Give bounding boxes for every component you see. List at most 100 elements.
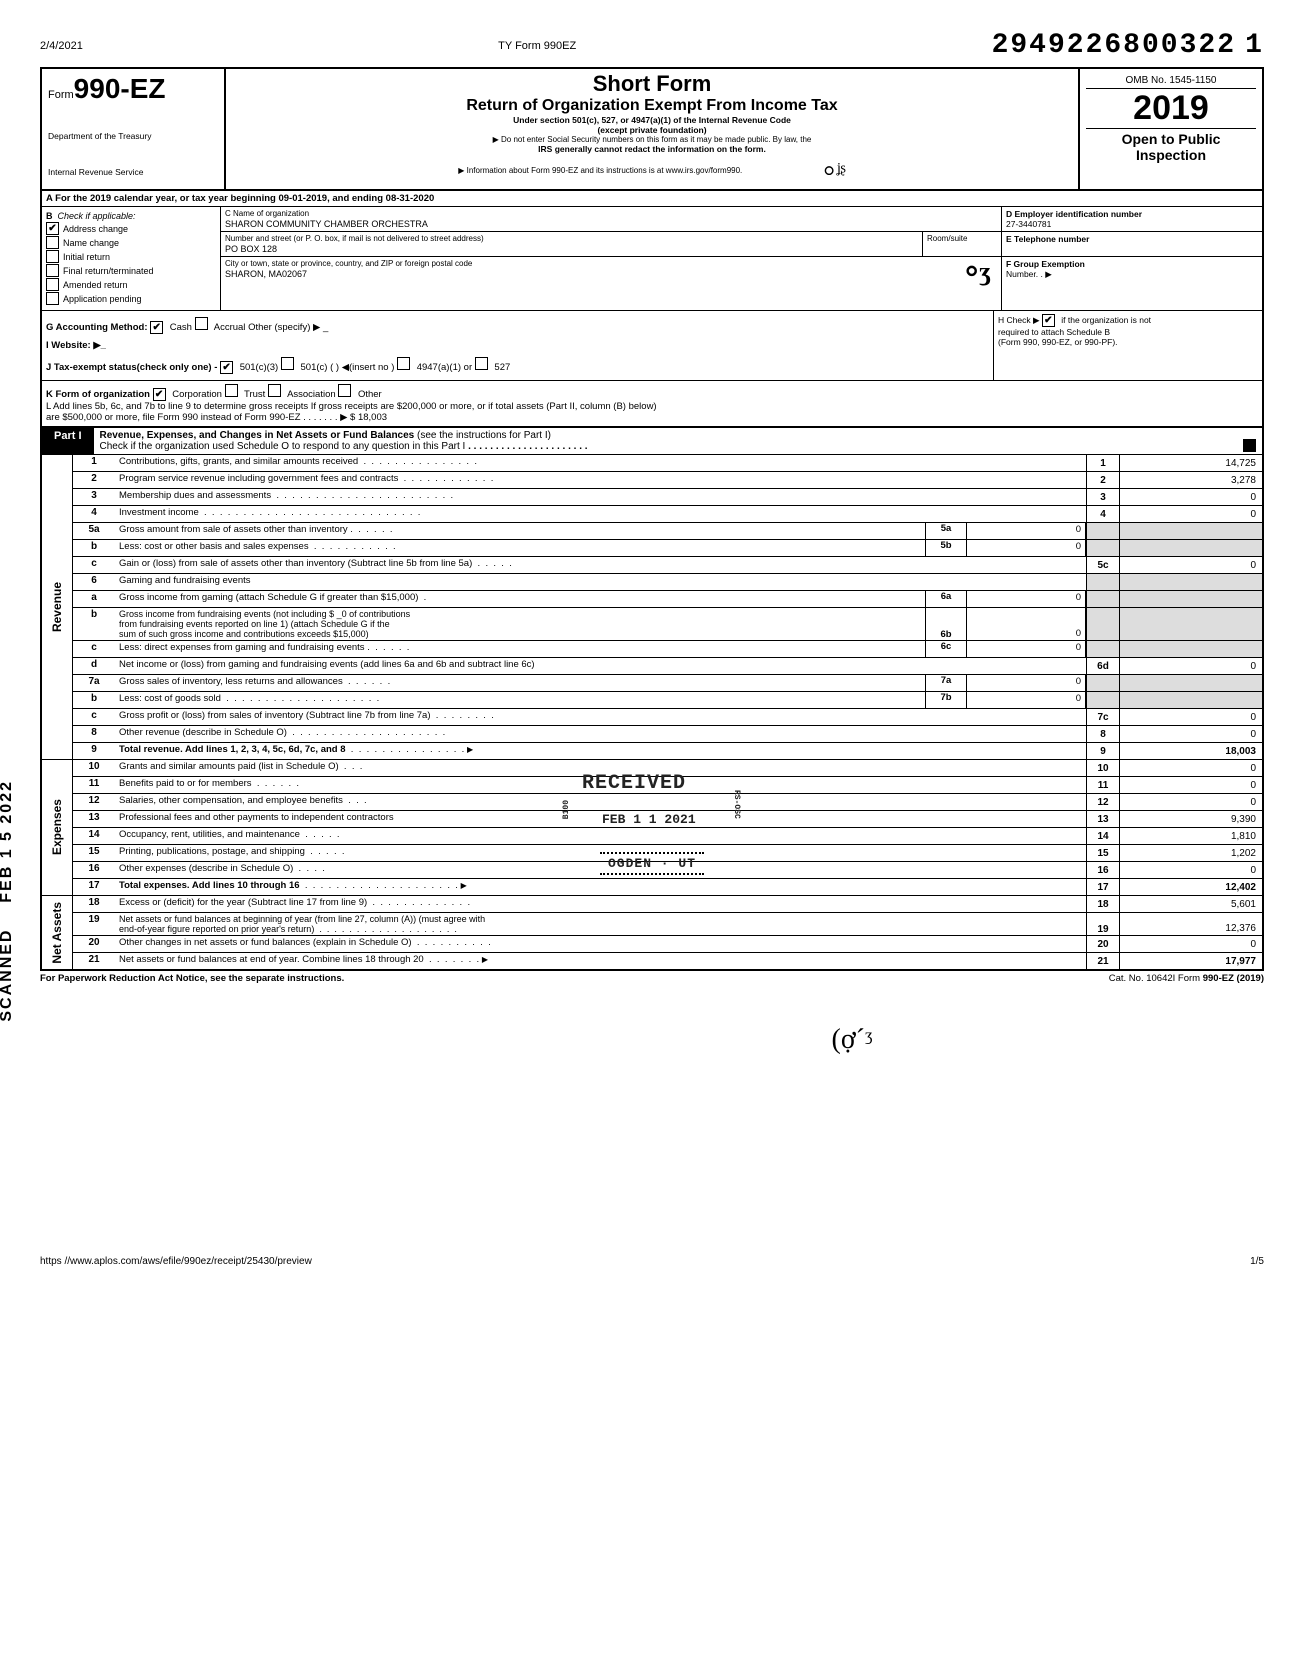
chk-final-return[interactable]: [46, 264, 59, 277]
k-label: K Form of organization: [46, 389, 150, 400]
ln5c-no: c: [73, 557, 115, 573]
h-schedule-b: required to attach Schedule B: [998, 327, 1258, 337]
line-18: 18 Excess or (deficit) for the year (Sub…: [73, 896, 1262, 913]
line-4: 4 Investment income . . . . . . . . . . …: [73, 506, 1262, 523]
ln21-box: 21: [1086, 953, 1119, 969]
ln6a-desc: Gross income from gaming (attach Schedul…: [115, 591, 925, 607]
chk-501c[interactable]: [281, 357, 294, 370]
ln9-val: 18,003: [1119, 743, 1262, 759]
chk-527[interactable]: [475, 357, 488, 370]
scanned-stamp: SCANNED FEB 1 5 2022: [0, 780, 16, 1022]
section-kl: K Form of organization Corporation Trust…: [40, 381, 1264, 428]
ln12-no: 12: [73, 794, 115, 810]
section-gh: G Accounting Method: Cash Accrual Other …: [40, 311, 1264, 381]
line-14: 14 Occupancy, rent, utilities, and maint…: [73, 828, 1262, 845]
form-header-left: Form990-EZ Department of the Treasury In…: [42, 69, 226, 189]
form-header-mid: Short Form Return of Organization Exempt…: [226, 69, 1080, 189]
ln11-val: 0: [1119, 777, 1262, 793]
ln6c-graybox: [1086, 641, 1119, 657]
ln13-val: 9,390: [1119, 811, 1262, 827]
part1-header: Part I Revenue, Expenses, and Changes in…: [40, 428, 1264, 455]
street-label: Number and street (or P. O. box, if mail…: [225, 234, 918, 243]
part1-title: Revenue, Expenses, and Changes in Net As…: [94, 428, 1240, 454]
ln19-box: 19: [1086, 913, 1119, 935]
ln6c-no: c: [73, 641, 115, 657]
section-c: C Name of organization SHARON COMMUNITY …: [221, 207, 1001, 310]
lbl-other-method: Other (specify) ▶ _: [248, 322, 328, 333]
line-16: 16 Other expenses (describe in Schedule …: [73, 862, 1262, 879]
ln20-no: 20: [73, 936, 115, 952]
lbl-cash: Cash: [170, 322, 192, 333]
ln10-desc: Grants and similar amounts paid (list in…: [115, 760, 1086, 776]
ln7c-desc: Gross profit or (loss) from sales of inv…: [115, 709, 1086, 725]
ln18-desc: Excess or (deficit) for the year (Subtra…: [115, 896, 1086, 912]
chk-corp[interactable]: [153, 388, 166, 401]
ln7a-desc: Gross sales of inventory, less returns a…: [115, 675, 925, 691]
ln10-box: 10: [1086, 760, 1119, 776]
ln13-no: 13: [73, 811, 115, 827]
lbl-trust: Trust: [244, 389, 265, 400]
chk-4947[interactable]: [397, 357, 410, 370]
ln6b-sval: 0: [967, 608, 1086, 640]
chk-501c3[interactable]: [220, 361, 233, 374]
ln8-desc: Other revenue (describe in Schedule O) .…: [115, 726, 1086, 742]
ln9-desc: Total revenue. Add lines 1, 2, 3, 4, 5c,…: [115, 743, 1086, 759]
signature-squiggle: (ợ´ᶾ: [440, 1024, 1264, 1056]
ln11-box: 11: [1086, 777, 1119, 793]
chk-trust[interactable]: [225, 384, 238, 397]
ln3-val: 0: [1119, 489, 1262, 505]
ln5a-graybox: [1086, 523, 1119, 539]
top-header: 2/4/2021 TY Form 990EZ 2949226800322 1: [40, 30, 1264, 61]
info-link: ▶ Information about Form 990-EZ and its …: [458, 166, 742, 175]
ln21-desc: Net assets or fund balances at end of ye…: [115, 953, 1086, 969]
city-cell: City or town, state or province, country…: [221, 257, 1001, 281]
line-3: 3 Membership dues and assessments . . . …: [73, 489, 1262, 506]
return-title: Return of Organization Exempt From Incom…: [232, 97, 1072, 115]
chk-amended-return[interactable]: [46, 278, 59, 291]
ln13-box: 13: [1086, 811, 1119, 827]
chk-cash[interactable]: [150, 321, 163, 334]
chk-address-change[interactable]: [46, 222, 59, 235]
ln4-desc: Investment income . . . . . . . . . . . …: [115, 506, 1086, 522]
chk-assoc[interactable]: [268, 384, 281, 397]
ln12-box: 12: [1086, 794, 1119, 810]
ln7b-sub: 7b: [925, 692, 967, 708]
ln8-no: 8: [73, 726, 115, 742]
line-7c: c Gross profit or (loss) from sales of i…: [73, 709, 1262, 726]
chk-name-change[interactable]: [46, 236, 59, 249]
lbl-527: 527: [494, 362, 510, 373]
chk-initial-return[interactable]: [46, 250, 59, 263]
ln17-no: 17: [73, 879, 115, 895]
lbl-accrual: Accrual: [214, 322, 246, 333]
print-date: 2/4/2021: [40, 40, 83, 52]
line-13: 13 Professional fees and other payments …: [73, 811, 1262, 828]
footer-year: (2019): [1237, 973, 1264, 984]
ln7b-sval: 0: [967, 692, 1086, 708]
ln3-box: 3: [1086, 489, 1119, 505]
ln7c-no: c: [73, 709, 115, 725]
ein-value: 27-3440781: [1006, 219, 1051, 229]
line-6c: c Less: direct expenses from gaming and …: [73, 641, 1262, 658]
ln6-graybox: [1086, 574, 1119, 590]
chk-part1-scho[interactable]: [1243, 439, 1256, 452]
ln6c-sub: 6c: [925, 641, 967, 657]
ln1-no: 1: [73, 455, 115, 471]
ln21-val: 17,977: [1119, 953, 1262, 969]
group-exempt-label: F Group Exemption: [1006, 259, 1258, 269]
chk-application-pending[interactable]: [46, 292, 59, 305]
ln20-box: 20: [1086, 936, 1119, 952]
inspection: Inspection: [1086, 147, 1256, 163]
line-10: 10 Grants and similar amounts paid (list…: [73, 760, 1262, 777]
line-7b: b Less: cost of goods sold . . . . . . .…: [73, 692, 1262, 709]
line-6d: d Net income or (loss) from gaming and f…: [73, 658, 1262, 675]
line-7a: 7a Gross sales of inventory, less return…: [73, 675, 1262, 692]
chk-accrual[interactable]: [195, 317, 208, 330]
chk-h[interactable]: [1042, 314, 1055, 327]
paperwork-notice: For Paperwork Reduction Act Notice, see …: [40, 973, 344, 984]
ln7a-sval: 0: [967, 675, 1086, 691]
ln6b-sub: 6b: [925, 608, 967, 640]
ln6a-sub: 6a: [925, 591, 967, 607]
chk-other-org[interactable]: [338, 384, 351, 397]
lbl-initial-return: Initial return: [63, 252, 110, 262]
ln16-val: 0: [1119, 862, 1262, 878]
